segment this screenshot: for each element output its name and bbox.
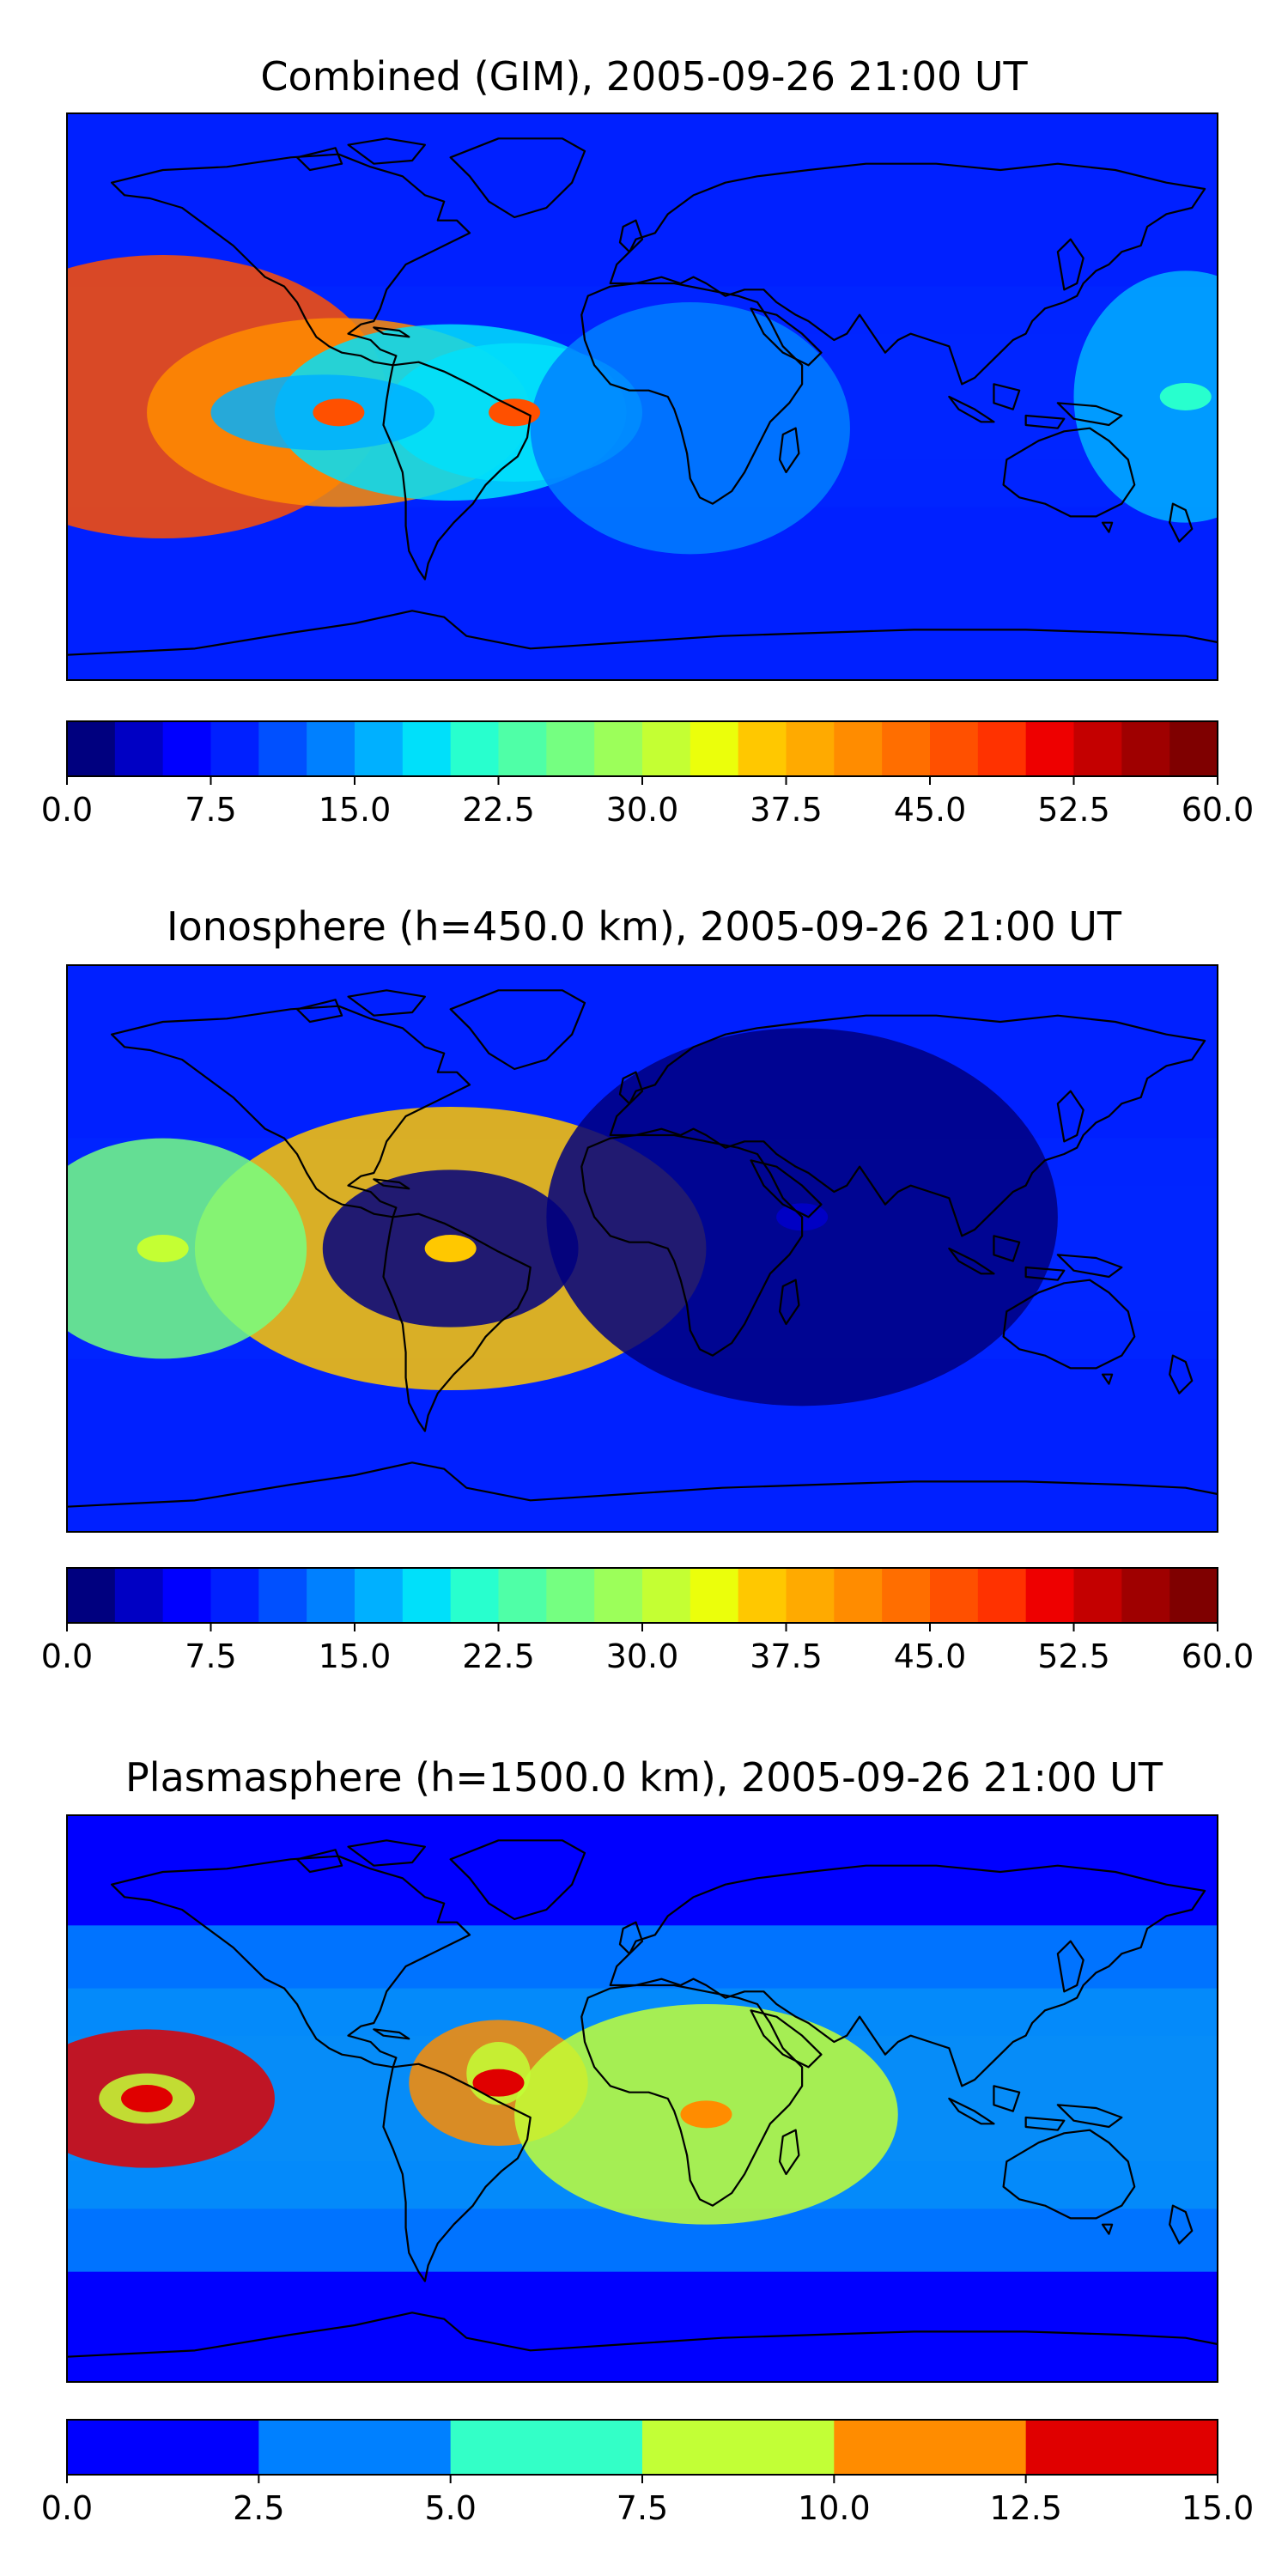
colorbar-tick-label: 15.0: [319, 791, 392, 829]
colorbar-swatch: [258, 2420, 452, 2475]
colorbar-swatch: [1121, 1568, 1170, 1623]
colorbar-swatch: [1170, 1568, 1218, 1623]
colorbar-tick-label: 60.0: [1182, 1637, 1255, 1675]
map-2-title: Ionosphere (h=450.0 km), 2005-09-26 21:0…: [167, 903, 1121, 950]
colorbar-swatch: [1025, 721, 1074, 776]
colorbar-swatch: [930, 721, 979, 776]
colorbar-swatch: [210, 721, 259, 776]
colorbar-tick-label: 7.5: [185, 791, 236, 829]
colorbar-swatch: [355, 721, 404, 776]
colorbar-tick-label: 10.0: [798, 2489, 871, 2527]
colorbar-tick-label: 2.5: [233, 2489, 284, 2527]
colorbar-swatch: [1073, 721, 1122, 776]
colorbar-swatch: [114, 1568, 164, 1623]
colorbar-tick-label: 45.0: [894, 1637, 967, 1675]
map-1: [65, 112, 1219, 681]
map-1-title: Combined (GIM), 2005-09-26 21:00 UT: [260, 53, 1028, 100]
colorbar-swatch: [402, 1568, 452, 1623]
colorbar-tick-label: 60.0: [1182, 791, 1255, 829]
colorbar-swatch: [930, 1568, 979, 1623]
colorbar-swatch: [258, 1568, 307, 1623]
colorbar-swatch: [450, 721, 499, 776]
colorbar-tick-label: 30.0: [606, 791, 679, 829]
colorbar-tick-label: 52.5: [1037, 1637, 1110, 1675]
map-3: [65, 1814, 1219, 2383]
colorbar-swatch: [1025, 2420, 1218, 2475]
colorbar-swatch: [1025, 1568, 1074, 1623]
field-contour: [1073, 270, 1218, 523]
colorbar-tick-label: 45.0: [894, 791, 967, 829]
colorbar-swatch: [67, 1568, 116, 1623]
colorbar-swatch: [594, 721, 643, 776]
colorbar-swatch: [882, 721, 931, 776]
colorbar-swatch: [210, 1568, 259, 1623]
colorbar-tick-label: 30.0: [606, 1637, 679, 1675]
colorbar-swatch: [690, 721, 739, 776]
colorbar-swatch: [450, 2420, 643, 2475]
colorbar-swatch: [450, 1568, 499, 1623]
colorbar-swatch: [642, 2420, 835, 2475]
colorbar-swatch: [498, 1568, 547, 1623]
colorbar-swatch: [258, 721, 307, 776]
colorbar-tick-label: 22.5: [462, 791, 535, 829]
colorbar-tick-label: 37.5: [750, 791, 823, 829]
colorbar-swatch: [642, 721, 691, 776]
colorbar-swatch: [162, 721, 211, 776]
colorbar-tick-label: 0.0: [41, 1637, 93, 1675]
colorbar-tick-label: 15.0: [319, 1637, 392, 1675]
colorbar-swatch: [402, 721, 452, 776]
field-peak-max-south-america: [472, 2069, 525, 2097]
colorbar-tick-label: 15.0: [1182, 2489, 1255, 2527]
map-3-title: Plasmasphere (h=1500.0 km), 2005-09-26 2…: [125, 1754, 1163, 1801]
colorbar-tick-label: 52.5: [1037, 791, 1110, 829]
field-peak-west-pacific-enhancement: [1159, 383, 1212, 410]
colorbar-tick-label: 0.0: [41, 791, 93, 829]
map-2: [65, 964, 1219, 1533]
field-peak-main-maximum: [424, 1235, 477, 1262]
colorbar-swatch: [1073, 1568, 1122, 1623]
field-peak-secondary-maximum: [489, 398, 541, 427]
colorbar-swatch: [307, 1568, 355, 1623]
colorbar-1: 0.0 7.5 15.0 22.5 30.0 37.5 45.0 52.5 60.0: [41, 720, 1255, 829]
colorbar-tick-label: 37.5: [750, 1637, 823, 1675]
colorbar-tick-label: 7.5: [185, 1637, 236, 1675]
colorbar-swatch: [1121, 721, 1170, 776]
colorbar-swatch: [834, 721, 883, 776]
field-peak-western-crest: [137, 1235, 189, 1262]
field-peak-main-maximum: [313, 398, 365, 427]
colorbar-tick-label: 5.0: [424, 2489, 476, 2527]
colorbar-swatch: [786, 1568, 835, 1623]
field-peak-max-pacific: [121, 2085, 173, 2112]
colorbar-swatch: [594, 1568, 643, 1623]
colorbar-swatch: [546, 1568, 595, 1623]
colorbar-swatch: [114, 721, 164, 776]
colorbar-swatch: [546, 721, 595, 776]
colorbar-swatch: [642, 1568, 691, 1623]
colorbar-swatch: [738, 721, 787, 776]
colorbar-2: 0.0 7.5 15.0 22.5 30.0 37.5 45.0 52.5 60.0: [41, 1567, 1255, 1675]
field-peak-africa-plateau: [680, 2100, 732, 2129]
colorbar-3: 0.0 2.5 5.0 7.5 10.0 12.5 15.0: [41, 2419, 1255, 2527]
colorbar-swatch: [67, 721, 116, 776]
colorbar-swatch: [834, 1568, 883, 1623]
colorbar-swatch: [67, 2420, 259, 2475]
colorbar-swatch: [834, 2420, 1027, 2475]
colorbar-tick-label: 0.0: [41, 2489, 93, 2527]
colorbar-swatch: [786, 721, 835, 776]
colorbar-swatch: [498, 721, 547, 776]
colorbar-swatch: [162, 1568, 211, 1623]
colorbar-swatch: [690, 1568, 739, 1623]
colorbar-tick-label: 7.5: [617, 2489, 668, 2527]
colorbar-swatch: [738, 1568, 787, 1623]
colorbar-tick-label: 12.5: [989, 2489, 1062, 2527]
field-contour: [530, 302, 850, 555]
colorbar-swatch: [307, 721, 355, 776]
colorbar-swatch: [882, 1568, 931, 1623]
colorbar-swatch: [977, 721, 1027, 776]
colorbar-swatch: [355, 1568, 404, 1623]
colorbar-swatch: [1170, 721, 1218, 776]
colorbar-swatch: [977, 1568, 1027, 1623]
colorbar-tick-label: 22.5: [462, 1637, 535, 1675]
